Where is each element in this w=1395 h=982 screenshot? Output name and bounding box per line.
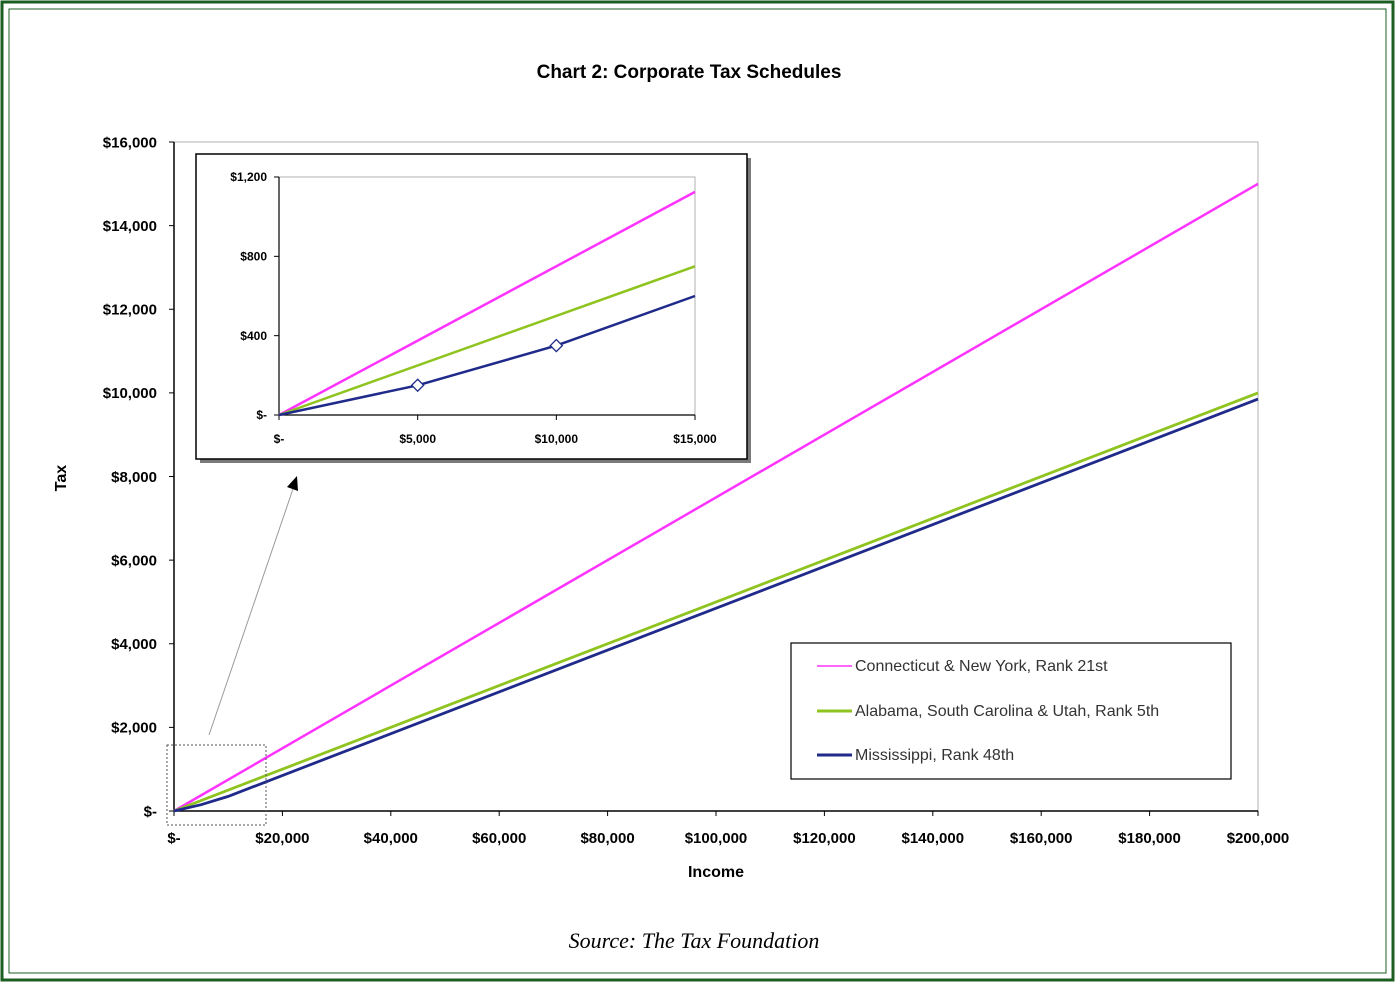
series-line	[173, 391, 1259, 813]
y-tick-label: $8,000	[111, 469, 157, 486]
series-line	[173, 182, 1259, 813]
x-tick-label: $-	[167, 830, 180, 847]
y-tick-label: $4,000	[111, 636, 157, 653]
x-tick-label: $15,000	[673, 432, 717, 446]
legend-item: Connecticut & New York, Rank 21st	[817, 658, 1108, 675]
y-tick-label: $14,000	[103, 218, 157, 235]
x-axis-ticks: $- $20,000 $40,000 $60,000 $80,000 $100,000 $1…	[167, 811, 1289, 847]
zoom-arrow-head	[287, 476, 298, 491]
legend-label: Mississippi, Rank 48th	[855, 747, 1014, 764]
x-tick-label: $-	[274, 432, 285, 446]
inner-border	[8, 8, 1387, 974]
x-tick-label: $200,000	[1227, 830, 1290, 847]
inset-series	[278, 190, 696, 417]
legend-label: Connecticut & New York, Rank 21st	[855, 658, 1108, 675]
legend-label: Alabama, South Carolina & Utah, Rank 5th	[855, 703, 1159, 720]
x-axis-label: Income	[688, 864, 744, 881]
y-tick-label: $800	[240, 250, 267, 264]
y-tick-label: $400	[240, 329, 267, 343]
x-tick-label: $120,000	[793, 830, 856, 847]
y-tick-label: $10,000	[103, 385, 157, 402]
series-line	[278, 294, 696, 417]
x-tick-label: $160,000	[1010, 830, 1073, 847]
x-tick-label: $40,000	[364, 830, 418, 847]
zoom-arrow-line	[208, 485, 295, 736]
x-tick-label: $140,000	[902, 830, 965, 847]
legend-item: Alabama, South Carolina & Utah, Rank 5th	[817, 703, 1159, 720]
chart-title: Chart 2: Corporate Tax Schedules	[537, 62, 842, 83]
inset-y-axis-ticks: $- $400 $800 $1,200	[230, 170, 279, 422]
data-point-marker	[549, 338, 564, 353]
inset-plot-area	[278, 176, 696, 416]
series-line	[278, 190, 696, 417]
x-tick-label: $20,000	[255, 830, 309, 847]
y-tick-label: $6,000	[111, 552, 157, 569]
y-tick-label: $1,200	[230, 170, 267, 184]
series-line	[278, 265, 696, 417]
zoom-region-box	[166, 744, 267, 826]
legend-item: Mississippi, Rank 48th	[817, 747, 1014, 764]
y-axis-label: Tax	[53, 465, 70, 491]
x-tick-label: $60,000	[472, 830, 526, 847]
legend-box	[790, 642, 1232, 780]
x-tick-label: $100,000	[685, 830, 748, 847]
y-tick-label: $-	[256, 408, 267, 422]
y-tick-label: $12,000	[103, 302, 157, 319]
y-axis-ticks: $- $2,000 $4,000 $6,000 $8,000 $10,000 $12,000…	[103, 134, 174, 820]
x-tick-label: $10,000	[535, 432, 579, 446]
y-tick-label: $-	[144, 803, 157, 820]
series-line	[173, 397, 1259, 813]
source-note: Source: The Tax Foundation	[569, 928, 820, 953]
data-point-marker	[410, 378, 425, 393]
x-tick-label: $180,000	[1118, 830, 1181, 847]
inset-x-axis-ticks: $- $5,000 $10,000 $15,000	[274, 415, 717, 446]
y-tick-label: $2,000	[111, 720, 157, 737]
x-tick-label: $5,000	[399, 432, 436, 446]
main-series	[173, 182, 1259, 813]
x-tick-label: $80,000	[580, 830, 634, 847]
y-tick-label: $16,000	[103, 134, 157, 151]
